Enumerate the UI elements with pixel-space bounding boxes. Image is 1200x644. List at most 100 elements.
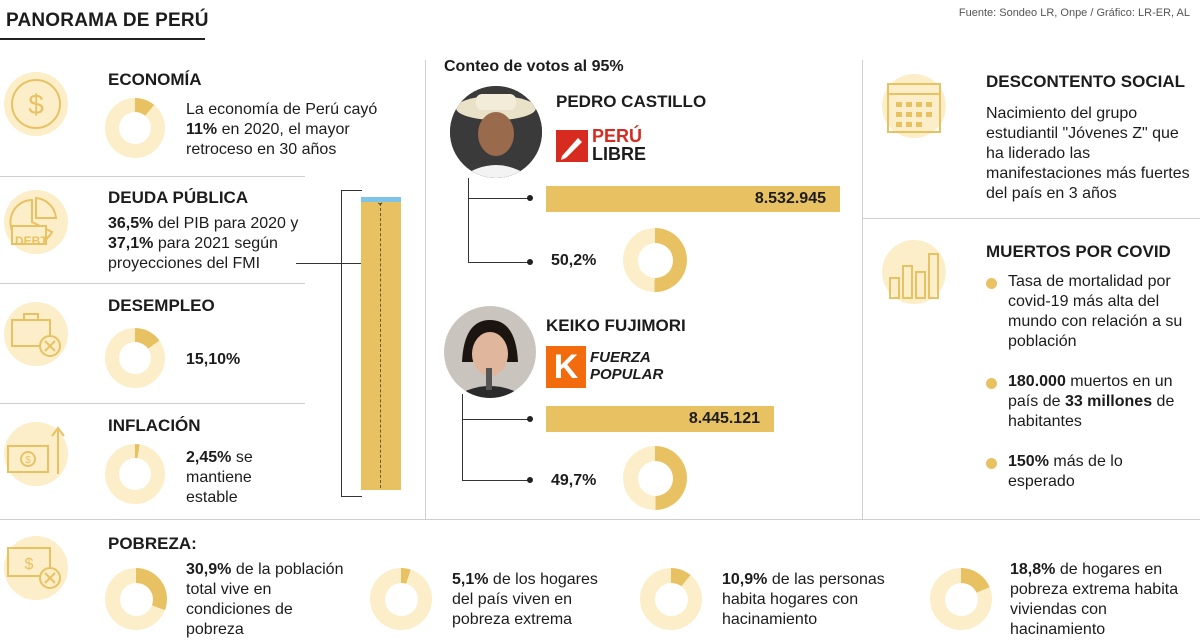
- desempleo-value: 15,10%: [186, 351, 241, 368]
- inflacion-donut: [105, 444, 165, 504]
- svg-text:$: $: [25, 455, 31, 466]
- castillo-connector: [468, 178, 531, 263]
- covid-heading: MUERTOS POR COVID: [986, 242, 1171, 261]
- peru-libre-line1: PERÚ: [592, 126, 643, 146]
- pobreza-donut-1: [105, 568, 167, 630]
- inflacion-bold: 2,45%: [186, 449, 232, 466]
- bullet-dot: [527, 259, 533, 265]
- pobreza-value-4: 18,8%: [1010, 561, 1056, 578]
- pobreza-item-4: 18,8% de hogares en pobreza extrema habi…: [1010, 560, 1195, 640]
- castillo-votes: 8.532.945: [754, 190, 826, 207]
- pobreza-text-1: de la población total vive en condicione…: [186, 561, 344, 638]
- desempleo-heading: DESEMPLEO: [108, 296, 215, 315]
- economia-text-post: en 2020, el mayor retroceso en 30 años: [186, 121, 350, 158]
- debt-bar-dashline: [380, 203, 381, 488]
- economia-donut: [105, 98, 165, 158]
- covid-item-3-text: más de lo esperado: [1008, 453, 1123, 490]
- svg-text:$: $: [25, 556, 34, 573]
- economia-heading: ECONOMÍA: [108, 70, 202, 89]
- castillo-percent: 50,2%: [551, 252, 597, 269]
- deuda-text-2: para 2021 según proyecciones del FMI: [108, 235, 278, 272]
- bullet-dot: [527, 195, 533, 201]
- covid-item-2-text-1: muertos en un país de: [1008, 373, 1173, 410]
- vote-count-heading: Conteo de votos al 95%: [444, 58, 624, 75]
- deuda-text: 36,5% del PIB para 2020 y 37,1% para 202…: [108, 214, 323, 274]
- bullet-icon: [986, 278, 997, 289]
- debt-bar: [361, 197, 401, 490]
- bullet-icon: [986, 458, 997, 469]
- pobreza-item-1: 30,9% de la población total vive en cond…: [186, 560, 346, 640]
- pencil-icon: [556, 130, 588, 162]
- debt-bracket: [341, 190, 362, 497]
- pobreza-value-3: 10,9%: [722, 571, 768, 588]
- inflacion-text: 2,45% se mantiene estable: [186, 448, 286, 508]
- fuerza-popular-logo: K FUERZA POPULAR: [546, 346, 663, 388]
- fuerza-popular-k: K: [546, 346, 586, 388]
- fujimori-votes-bar: 8.445.121: [546, 406, 774, 432]
- inflacion-text-rest: se mantiene estable: [186, 449, 253, 506]
- pobreza-value-1: 30,9%: [186, 561, 232, 578]
- economia-bold: 11%: [186, 121, 218, 138]
- deuda-bold-1: 36,5%: [108, 215, 154, 232]
- pobreza-text-2: de los hogares del país viven en pobreza…: [452, 571, 598, 628]
- deuda-bold-2: 37,1%: [108, 235, 154, 252]
- calendar-icon: [882, 74, 946, 138]
- fuerza-popular-line1: FUERZA: [590, 349, 651, 366]
- castillo-votes-bar: 8.532.945: [546, 186, 840, 212]
- divider: [862, 60, 863, 519]
- covid-deaths: 180.000: [1008, 373, 1066, 390]
- donut-hole: [638, 461, 673, 496]
- divider: [425, 60, 426, 519]
- pobreza-donut-2: [370, 568, 432, 630]
- donut-hole: [385, 583, 418, 616]
- divider: [0, 283, 305, 284]
- pobreza-text-3: de las personas habita hogares con hacin…: [722, 571, 885, 628]
- castillo-photo: [450, 86, 542, 178]
- fujimori-photo: [444, 306, 536, 398]
- divider: [0, 519, 1200, 520]
- fujimori-connector: [462, 394, 531, 481]
- donut-hole: [119, 458, 151, 490]
- title-underline: [0, 38, 205, 40]
- deuda-heading: DEUDA PÚBLICA: [108, 188, 249, 207]
- donut-hole: [638, 243, 673, 278]
- fujimori-connector-mid: [462, 419, 530, 420]
- bar-chart-icon: [882, 240, 946, 304]
- donut-hole: [120, 583, 153, 616]
- covid-item-3: 150% más de lo esperado: [1008, 452, 1168, 492]
- pobreza-heading: POBREZA:: [108, 534, 197, 553]
- inflacion-heading: INFLACIÓN: [108, 416, 201, 435]
- debt-icon-label: DEBT: [15, 234, 48, 248]
- bullet-icon: [986, 378, 997, 389]
- pobreza-value-2: 5,1%: [452, 571, 489, 588]
- money-x-icon: $: [4, 536, 68, 600]
- covid-population: 33 millones: [1064, 393, 1153, 410]
- pobreza-text-4: de hogares en pobreza extrema habita viv…: [1010, 561, 1179, 638]
- debt-bar-cap: [361, 197, 401, 202]
- covid-excess: 150%: [1008, 453, 1049, 470]
- castillo-donut: [623, 228, 687, 292]
- peru-libre-logo: PERÚ LIBRE: [556, 126, 666, 166]
- fujimori-donut: [623, 446, 687, 510]
- fujimori-name: KEIKO FUJIMORI: [546, 316, 686, 335]
- chevron-down-icon: ⌄: [376, 197, 385, 208]
- source-credit: Fuente: Sondeo LR, Onpe / Gráfico: LR-ER…: [958, 7, 1190, 19]
- donut-hole: [655, 583, 688, 616]
- peru-libre-line2: LIBRE: [592, 144, 646, 164]
- page-title: PANORAMA DE PERÚ: [6, 10, 209, 31]
- divider: [862, 218, 1200, 219]
- briefcase-x-icon: [4, 302, 68, 366]
- descontento-heading: DESCONTENTO SOCIAL: [986, 72, 1185, 91]
- pobreza-donut-3: [640, 568, 702, 630]
- castillo-connector-mid: [468, 198, 530, 199]
- economia-text-pre: La economía de Perú cayó: [186, 101, 378, 118]
- descontento-text: Nacimiento del grupo estudiantil "Jóvene…: [986, 105, 1190, 202]
- bullet-dot: [527, 477, 533, 483]
- pobreza-donut-4: [930, 568, 992, 630]
- donut-hole: [119, 112, 151, 144]
- fuerza-popular-line2: POPULAR: [590, 366, 664, 383]
- deuda-connector: [296, 263, 362, 264]
- covid-item-2-text-2: de habitantes: [1008, 393, 1175, 430]
- economia-text: La economía de Perú cayó 11% en 2020, el…: [186, 100, 396, 160]
- covid-item-1: Tasa de mortalidad por covid-19 más alta…: [1008, 273, 1183, 350]
